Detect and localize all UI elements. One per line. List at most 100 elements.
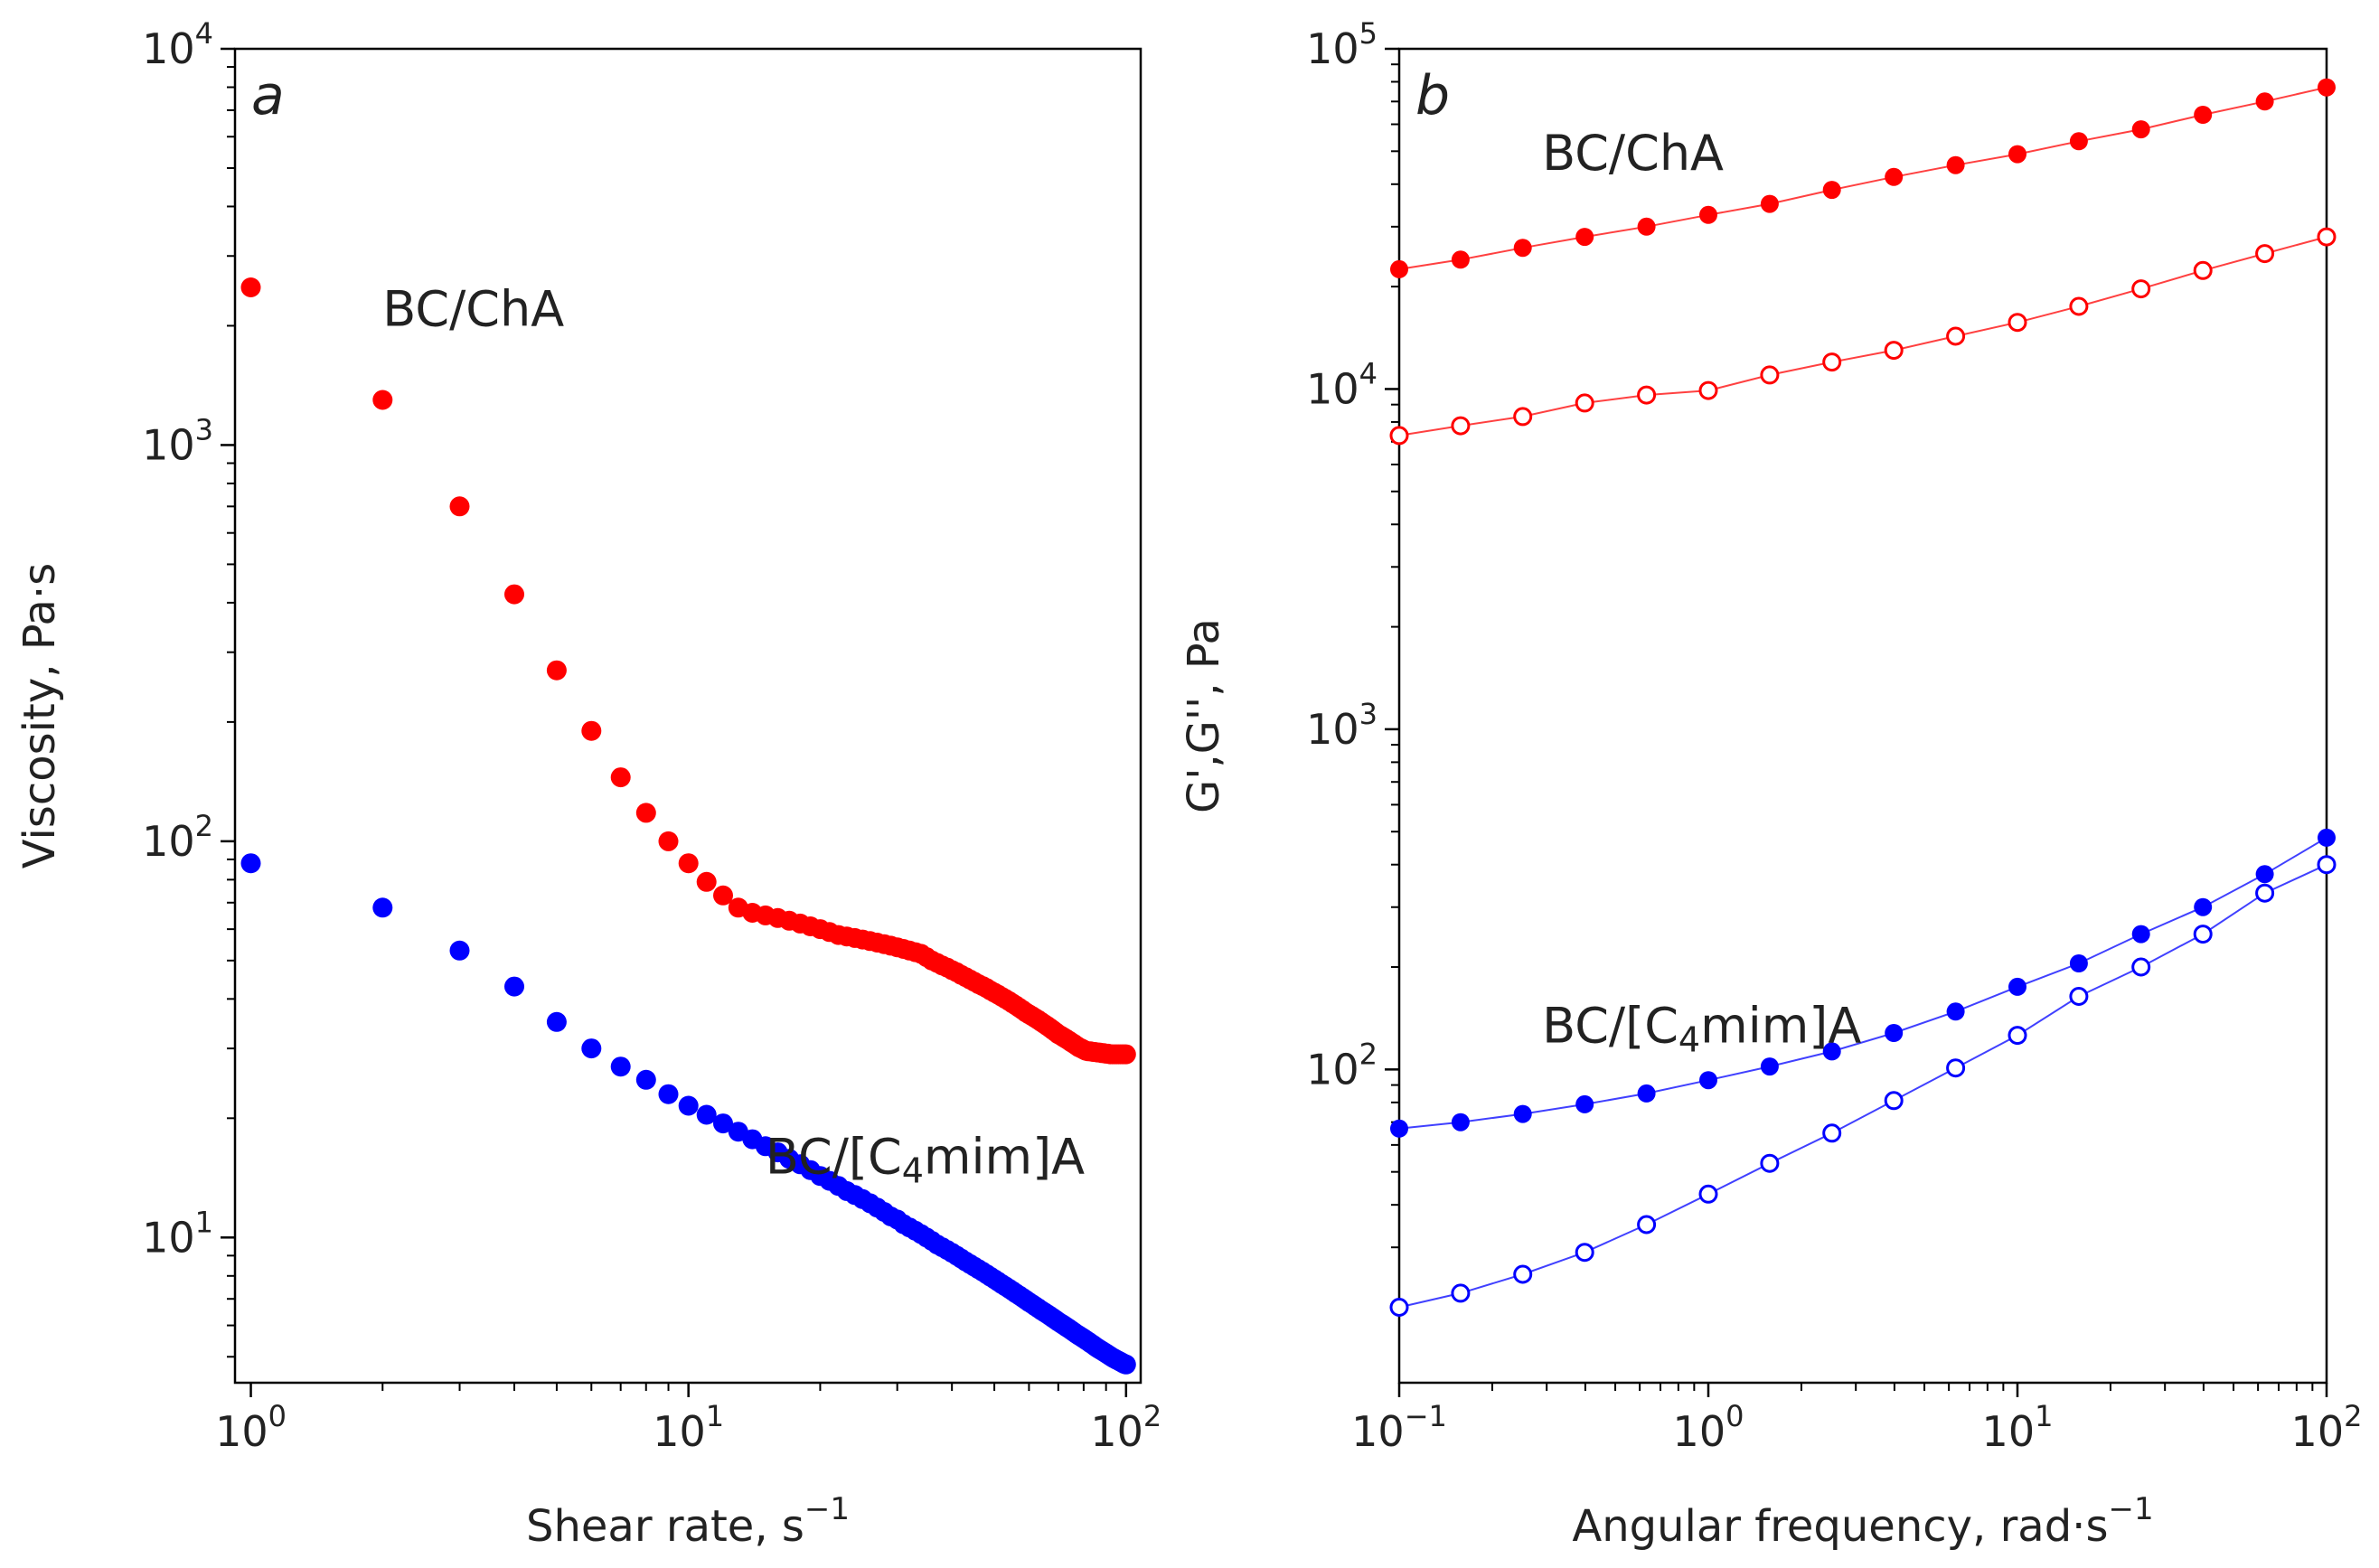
x-tick-label: 102: [2291, 1399, 2363, 1456]
y-axis-label: G',G'', Pa: [1179, 618, 1229, 813]
data-point: [1575, 393, 1594, 413]
data-point: [678, 853, 699, 874]
data-point: [1822, 352, 1842, 372]
series-line: [1398, 86, 2327, 270]
data-point: [658, 1084, 679, 1104]
data-point: [372, 390, 393, 410]
data-point: [2255, 883, 2275, 903]
data-point: [658, 831, 679, 851]
data-point: [1637, 385, 1657, 405]
series-annotation: BC/ChA: [1542, 125, 1724, 182]
data-point: [372, 897, 393, 918]
data-point: [2008, 145, 2026, 164]
minor-ticks: [1391, 63, 2314, 1391]
data-point: [2008, 977, 2026, 996]
data-point: [449, 940, 470, 961]
x-tick-label: 10−1: [1351, 1399, 1447, 1456]
data-point: [1451, 416, 1471, 436]
y-tick-label: 104: [142, 16, 213, 73]
data-point: [1760, 1057, 1779, 1076]
data-point: [2069, 296, 2089, 316]
series-line: [1398, 236, 2327, 437]
data-point: [1822, 1042, 1841, 1061]
y-tick-label: 102: [1306, 1037, 1378, 1094]
data-point: [1698, 380, 1718, 400]
panel-letter: b: [1415, 64, 1450, 127]
data-point: [635, 1069, 656, 1090]
data-point: [1760, 194, 1779, 213]
data-point: [2318, 828, 2336, 847]
data-point: [1884, 1091, 1904, 1111]
series-bc-cha-g: [1390, 78, 2336, 278]
data-point: [2255, 865, 2274, 884]
data-point: [1946, 155, 1965, 174]
data-point: [610, 767, 631, 788]
data-point: [1513, 1104, 1532, 1123]
data-point: [1946, 1002, 1965, 1021]
data-point: [713, 1113, 733, 1134]
data-point: [696, 871, 717, 892]
data-point: [696, 1104, 717, 1125]
data-point: [2008, 1026, 2027, 1046]
data-point: [2131, 279, 2151, 299]
data-point: [581, 1038, 602, 1059]
data-point: [610, 1056, 631, 1077]
x-axis-label: Angular frequency, rad·s−1: [1572, 1491, 2153, 1552]
data-point: [2255, 92, 2274, 111]
series-bc-cha-g: [1389, 227, 2337, 446]
data-point: [1946, 1058, 1966, 1078]
data-point: [1637, 1084, 1656, 1103]
data-point: [635, 803, 656, 823]
data-point: [1885, 1024, 1904, 1042]
data-point: [2255, 244, 2275, 264]
data-point: [2318, 78, 2336, 97]
data-point: [1389, 1298, 1409, 1317]
data-point: [2131, 925, 2150, 944]
data-point: [1451, 1283, 1471, 1303]
data-point: [546, 1011, 567, 1032]
data-point: [546, 660, 567, 681]
x-tick-label: 101: [653, 1399, 724, 1456]
data-point: [504, 976, 524, 997]
series-line: [1398, 863, 2327, 1309]
data-point: [2317, 227, 2337, 247]
data-point: [713, 885, 733, 906]
data-point: [1822, 181, 1841, 200]
data-point: [1698, 1184, 1718, 1204]
data-point: [1760, 365, 1780, 385]
data-point: [2194, 106, 2213, 124]
series-annotation: BC/[C4mim]A: [766, 1129, 1085, 1191]
data-point: [1513, 407, 1533, 427]
data-point: [1699, 1071, 1717, 1090]
data-point: [2193, 260, 2213, 280]
y-axis-label: Viscosity, Pa·s: [14, 563, 65, 869]
x-tick-label: 100: [215, 1399, 287, 1456]
data-point: [240, 853, 261, 874]
axes-frame: [1397, 47, 2328, 1385]
data-point: [1822, 1123, 1842, 1143]
data-point: [1451, 250, 1470, 269]
data-point: [1885, 167, 1904, 186]
x-tick-label: 102: [1090, 1399, 1161, 1456]
series-annotation: BC/[C4mim]A: [1542, 998, 1861, 1060]
x-axis-label: Shear rate, s−1: [526, 1491, 850, 1552]
data-point: [2131, 120, 2150, 139]
y-tick-label: 103: [1306, 697, 1378, 754]
data-point: [1115, 1044, 1136, 1065]
series-bc-c4mim-a: [240, 853, 1136, 1375]
data-point: [1451, 1113, 1470, 1131]
data-point: [1513, 239, 1532, 258]
panel-letter: a: [251, 64, 285, 127]
y-tick-label: 103: [142, 412, 213, 469]
data-point: [2194, 897, 2213, 916]
data-point: [1575, 228, 1594, 247]
data-point: [1760, 1153, 1780, 1173]
data-point: [1575, 1243, 1594, 1263]
data-point: [1115, 1354, 1136, 1375]
y-tick-label: 104: [1306, 356, 1378, 413]
data-point: [1389, 426, 1409, 446]
y-tick-label: 105: [1306, 16, 1378, 73]
series-annotation: BC/ChA: [382, 280, 564, 337]
y-tick-label: 102: [142, 809, 213, 866]
minor-ticks: [227, 66, 1107, 1391]
